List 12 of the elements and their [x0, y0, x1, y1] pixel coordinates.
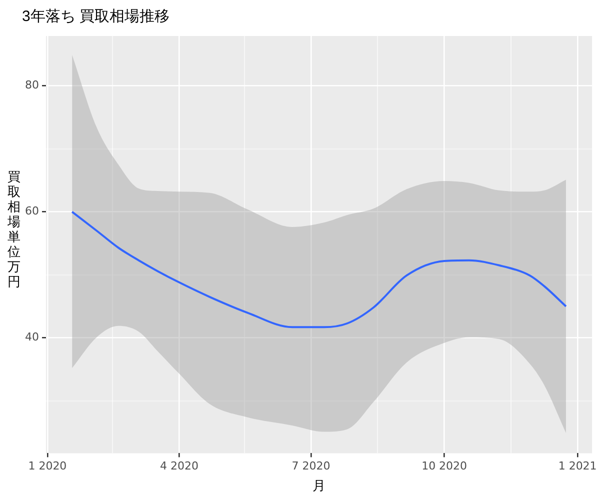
x-tick-label: 4 2020 [160, 460, 198, 473]
x-tick-label: 10 2020 [422, 460, 468, 473]
chart-title: 3年落ち 買取相場推移 [22, 8, 170, 26]
y-tick-label: 60 [24, 204, 39, 218]
y-tick-label: 40 [24, 330, 39, 344]
x-tick-label: 7 2020 [292, 460, 330, 473]
x-axis-title: 月 [312, 478, 326, 493]
x-tick-label: 1 2021 [558, 460, 597, 473]
y-tick-label: 80 [24, 78, 39, 92]
x-tick-label: 1 2020 [28, 460, 67, 473]
y-axis-title: 買取相場単位万円 [6, 170, 22, 290]
line-series [71, 210, 567, 328]
